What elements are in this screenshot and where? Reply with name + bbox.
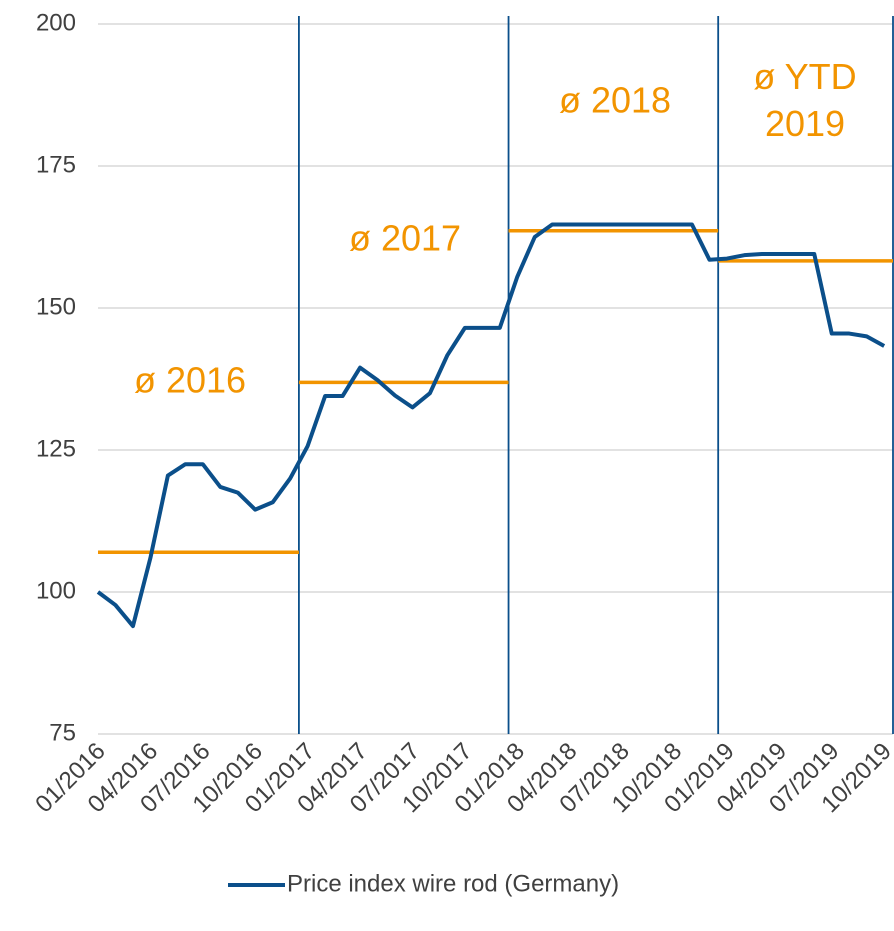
y-tick-label: 150 bbox=[36, 293, 76, 320]
data-line bbox=[96, 222, 886, 629]
legend-label: Price index wire rod (Germany) bbox=[287, 870, 619, 897]
average-label: ø YTD 2019 bbox=[753, 56, 857, 144]
average-label: ø 2016 bbox=[133, 359, 247, 401]
y-tick-label: 100 bbox=[36, 577, 76, 604]
average-label: ø 2018 bbox=[558, 79, 672, 121]
y-tick-label: 125 bbox=[36, 435, 76, 462]
average-label: ø 2017 bbox=[348, 217, 462, 259]
y-tick-label: 175 bbox=[36, 151, 76, 178]
y-tick-label: 75 bbox=[49, 719, 76, 746]
y-tick-label: 200 bbox=[36, 9, 76, 36]
